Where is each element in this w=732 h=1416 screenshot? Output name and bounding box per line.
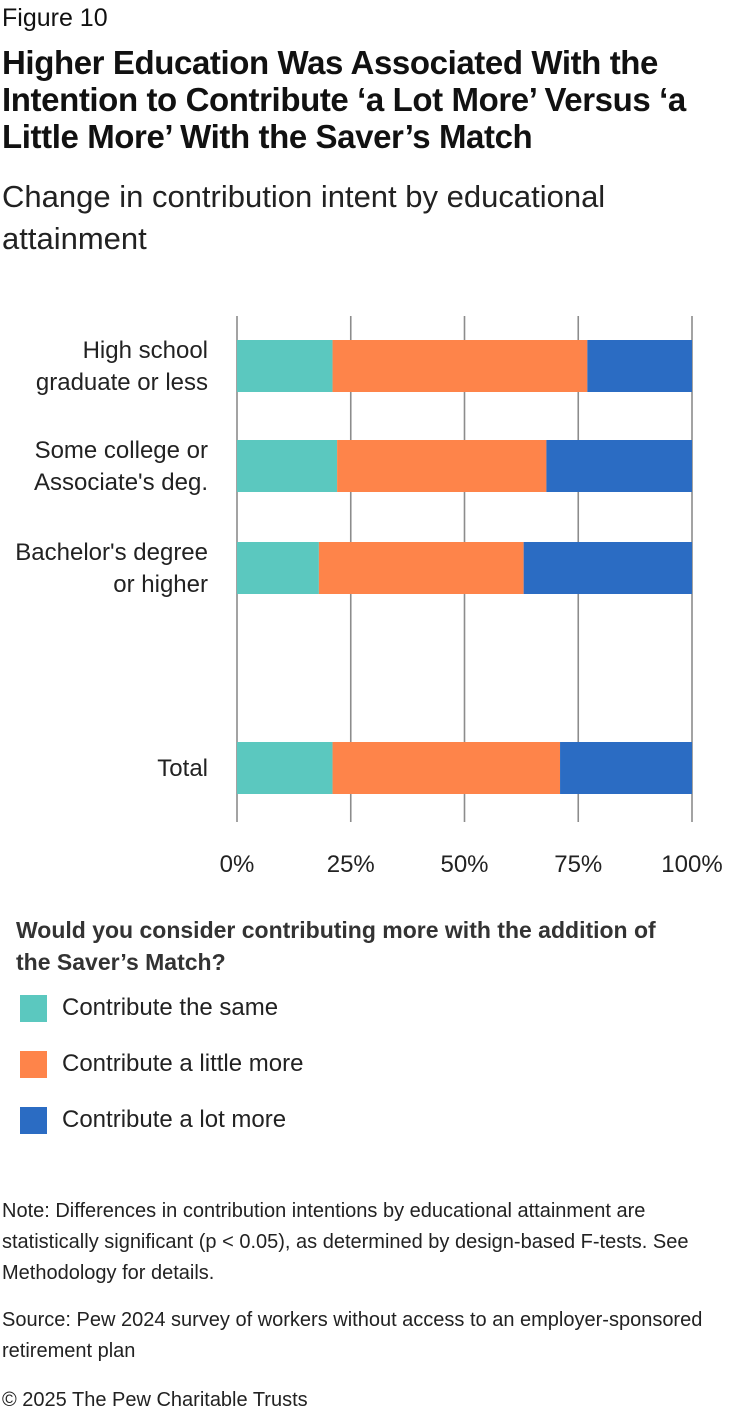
legend-item-lot-more: Contribute a lot more — [20, 1104, 286, 1136]
legend-label-lot-more: Contribute a lot more — [62, 1106, 287, 1133]
copyright: © 2025 The Pew Charitable Trusts — [2, 1389, 308, 1411]
bar-segment — [546, 440, 692, 492]
x-tick-label: 100% — [661, 851, 722, 878]
bar-segment — [337, 440, 547, 492]
chart-source: Source: Pew 2024 survey of workers witho… — [2, 1309, 703, 1362]
bar-segment — [318, 542, 524, 594]
category-label: Bachelor's degree — [15, 539, 208, 566]
legend-label-same: Contribute the same — [62, 994, 279, 1021]
chart-subtitle: Change in contribution intent by educati… — [2, 179, 606, 256]
stacked-bar-chart: 0% 25% 50% 75% 100% High school graduate or le… — [15, 316, 723, 878]
legend-title: Would you consider contributing more wit… — [16, 917, 656, 975]
bar-segment — [237, 440, 338, 492]
bar-segment — [587, 340, 692, 392]
bar-segment — [332, 742, 561, 794]
chart-title: Higher Education Was Associated With the… — [2, 44, 686, 155]
category-label: graduate or less — [36, 369, 208, 396]
legend-label-little-more: Contribute a little more — [62, 1050, 304, 1077]
legend-swatch-little-more — [20, 1050, 47, 1078]
category-label: or higher — [113, 571, 208, 598]
bar-segment — [560, 742, 692, 794]
x-tick-label: 75% — [554, 851, 602, 878]
category-label: Total — [157, 755, 208, 782]
bar-segment — [237, 742, 333, 794]
x-tick-label: 25% — [327, 851, 375, 878]
bar-segment — [237, 340, 333, 392]
chart-note: Note: Differences in contribution intent… — [2, 1200, 689, 1284]
category-label: High school — [83, 337, 208, 364]
legend-swatch-same — [20, 994, 47, 1022]
x-tick-label: 50% — [440, 851, 488, 878]
bar-segment — [237, 542, 319, 594]
legend-item-same: Contribute the same — [20, 992, 278, 1024]
category-label: Associate's deg. — [34, 469, 208, 496]
legend-swatch-lot-more — [20, 1106, 47, 1134]
legend-item-little-more: Contribute a little more — [20, 1048, 303, 1080]
bar-segment — [523, 542, 692, 594]
bar-segment — [332, 340, 588, 392]
x-tick-label: 0% — [220, 851, 255, 878]
category-label: Some college or — [35, 437, 208, 464]
figure-label: Figure 10 — [2, 4, 108, 32]
